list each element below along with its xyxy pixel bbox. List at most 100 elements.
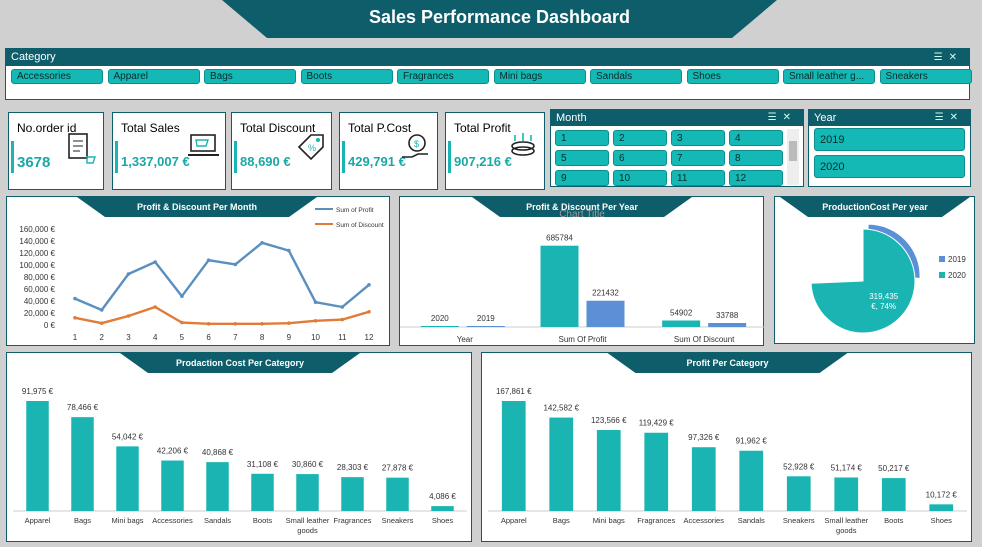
kpi-value: 88,690 €	[240, 154, 291, 169]
bar	[691, 447, 716, 511]
chart-overlay-title: Chart Title	[559, 209, 605, 220]
month-chip[interactable]: 8	[729, 150, 783, 166]
bar	[161, 460, 184, 511]
data-point	[180, 320, 184, 325]
scrollbar-thumb[interactable]	[789, 141, 797, 161]
bar-value-label: 40,868 €	[202, 448, 234, 457]
x-tick-label: 7	[233, 333, 238, 342]
data-point	[99, 308, 104, 312]
y-tick-label: 60,000 €	[24, 285, 56, 294]
year-slicer-header: Year ☰✕	[809, 110, 970, 126]
data-point	[180, 294, 184, 298]
line-chart-svg: Profit & Discount Per Month 0 € 20,000 € 40…	[19, 197, 384, 342]
multi-select-icon[interactable]: ☰	[767, 112, 783, 123]
kpi-accent-bar	[234, 141, 237, 173]
category-slicer-label: Category	[11, 51, 56, 63]
y-tick-label: 140,000 €	[19, 237, 55, 246]
month-chip[interactable]: 1	[555, 130, 609, 146]
bar	[251, 473, 274, 511]
bar	[341, 477, 364, 511]
profit-discount-month-chart: Profit & Discount Per Month 0 € 20,000 € 40…	[6, 196, 390, 346]
year-chip[interactable]: 2019	[814, 128, 965, 151]
coins-growth-icon	[511, 133, 535, 156]
multi-select-icon[interactable]: ☰	[933, 52, 949, 63]
x-tick-label: 3	[126, 333, 131, 342]
year-chip[interactable]: 2020	[814, 155, 965, 178]
bar-value-label: 10,172 €	[926, 490, 958, 499]
clear-filter-icon[interactable]: ✕	[948, 52, 963, 63]
y-tick-label: 160,000 €	[19, 225, 55, 234]
data-point	[233, 322, 238, 326]
category-label: Apparel	[25, 516, 51, 525]
month-chip[interactable]: 11	[671, 170, 725, 186]
category-label: Accessories	[684, 516, 725, 525]
category-label: Sum Of Discount	[674, 335, 735, 344]
data-point	[126, 314, 131, 318]
month-chip[interactable]: 9	[555, 170, 609, 186]
month-chip[interactable]: 10	[613, 170, 667, 186]
data-point	[153, 260, 157, 264]
kpi-value: 429,791 €	[348, 154, 406, 169]
clear-filter-icon[interactable]: ✕	[949, 112, 964, 123]
y-tick-label: 120,000 €	[19, 249, 55, 258]
month-chip[interactable]: 12	[729, 170, 783, 186]
bar	[26, 401, 49, 511]
bar-value-label: 54902	[670, 308, 693, 317]
category-label: Boots	[253, 516, 272, 525]
bar	[596, 430, 621, 511]
month-chip[interactable]: 3	[671, 130, 725, 146]
month-slicer: Month ☰✕ 1 2 3 4 5 6 7 8 9 10 11 12	[550, 109, 804, 187]
slice-pct-label: €, 74%	[871, 302, 896, 311]
bar	[206, 462, 229, 511]
bar-value-label: 42,206 €	[157, 447, 189, 456]
month-chip[interactable]: 7	[671, 150, 725, 166]
price-tag-icon: %	[297, 134, 324, 161]
profit-chart-svg: Profit Per Category 167,861 € Apparel 142,5…	[488, 353, 967, 535]
profit-category-chart: Profit Per Category 167,861 € Apparel 142,5…	[481, 352, 972, 542]
month-slicer-label: Month	[556, 112, 587, 124]
month-chip[interactable]: 5	[555, 150, 609, 166]
category-chip[interactable]: Mini bags	[493, 69, 586, 84]
category-slicer-header: Category ☰✕	[6, 49, 969, 66]
bar	[116, 446, 139, 511]
month-chip[interactable]: 2	[613, 130, 667, 146]
category-chip[interactable]: Bags	[204, 69, 296, 84]
clear-filter-icon[interactable]: ✕	[782, 112, 797, 123]
bar-value-label: 30,860 €	[292, 460, 324, 469]
bar	[929, 504, 954, 511]
category-label: Accessories	[152, 516, 193, 525]
month-chip[interactable]: 6	[613, 150, 667, 166]
category-label: Sandals	[738, 516, 765, 525]
clipboard-cart-icon	[68, 133, 96, 164]
bar-value-label: 33788	[716, 311, 739, 320]
category-chip[interactable]: Fragrances	[397, 69, 489, 84]
x-tick-label: 5	[180, 333, 185, 342]
month-chip[interactable]: 4	[729, 130, 783, 146]
bar-value-label: 91,962 €	[736, 437, 768, 446]
category-chip[interactable]: Sandals	[590, 69, 682, 84]
category-chip[interactable]: Shoes	[686, 69, 779, 84]
category-label: Sandals	[204, 516, 231, 525]
legend-label: 2020	[948, 271, 966, 280]
data-point	[340, 305, 345, 309]
bar	[644, 432, 669, 511]
data-point	[99, 321, 104, 325]
kpi-accent-bar	[11, 141, 14, 173]
category-label: Mini bags	[593, 516, 625, 525]
category-chip[interactable]: Boots	[300, 69, 393, 84]
category-chip[interactable]: Accessories	[11, 69, 103, 84]
category-chip[interactable]: Apparel	[107, 69, 200, 84]
month-scrollbar[interactable]	[787, 129, 799, 185]
category-chip[interactable]: Sneakers	[879, 69, 972, 84]
category-label: Fragrances	[637, 516, 675, 525]
category-chip[interactable]: Small leather g...	[783, 69, 875, 84]
legend-label: Sum of Discount	[336, 222, 384, 229]
kpi-label: Total Discount	[240, 121, 316, 135]
bar-value-label: 221432	[592, 289, 619, 298]
production-cost-category-chart: Prodaction Cost Per Category 91,975 € Appa…	[6, 352, 472, 542]
multi-select-icon[interactable]: ☰	[934, 112, 950, 123]
kpi-card: Total Profit 907,216 €	[445, 112, 545, 190]
cost-chart-svg: Prodaction Cost Per Category 91,975 € Appa…	[13, 353, 467, 535]
bar	[739, 450, 764, 511]
